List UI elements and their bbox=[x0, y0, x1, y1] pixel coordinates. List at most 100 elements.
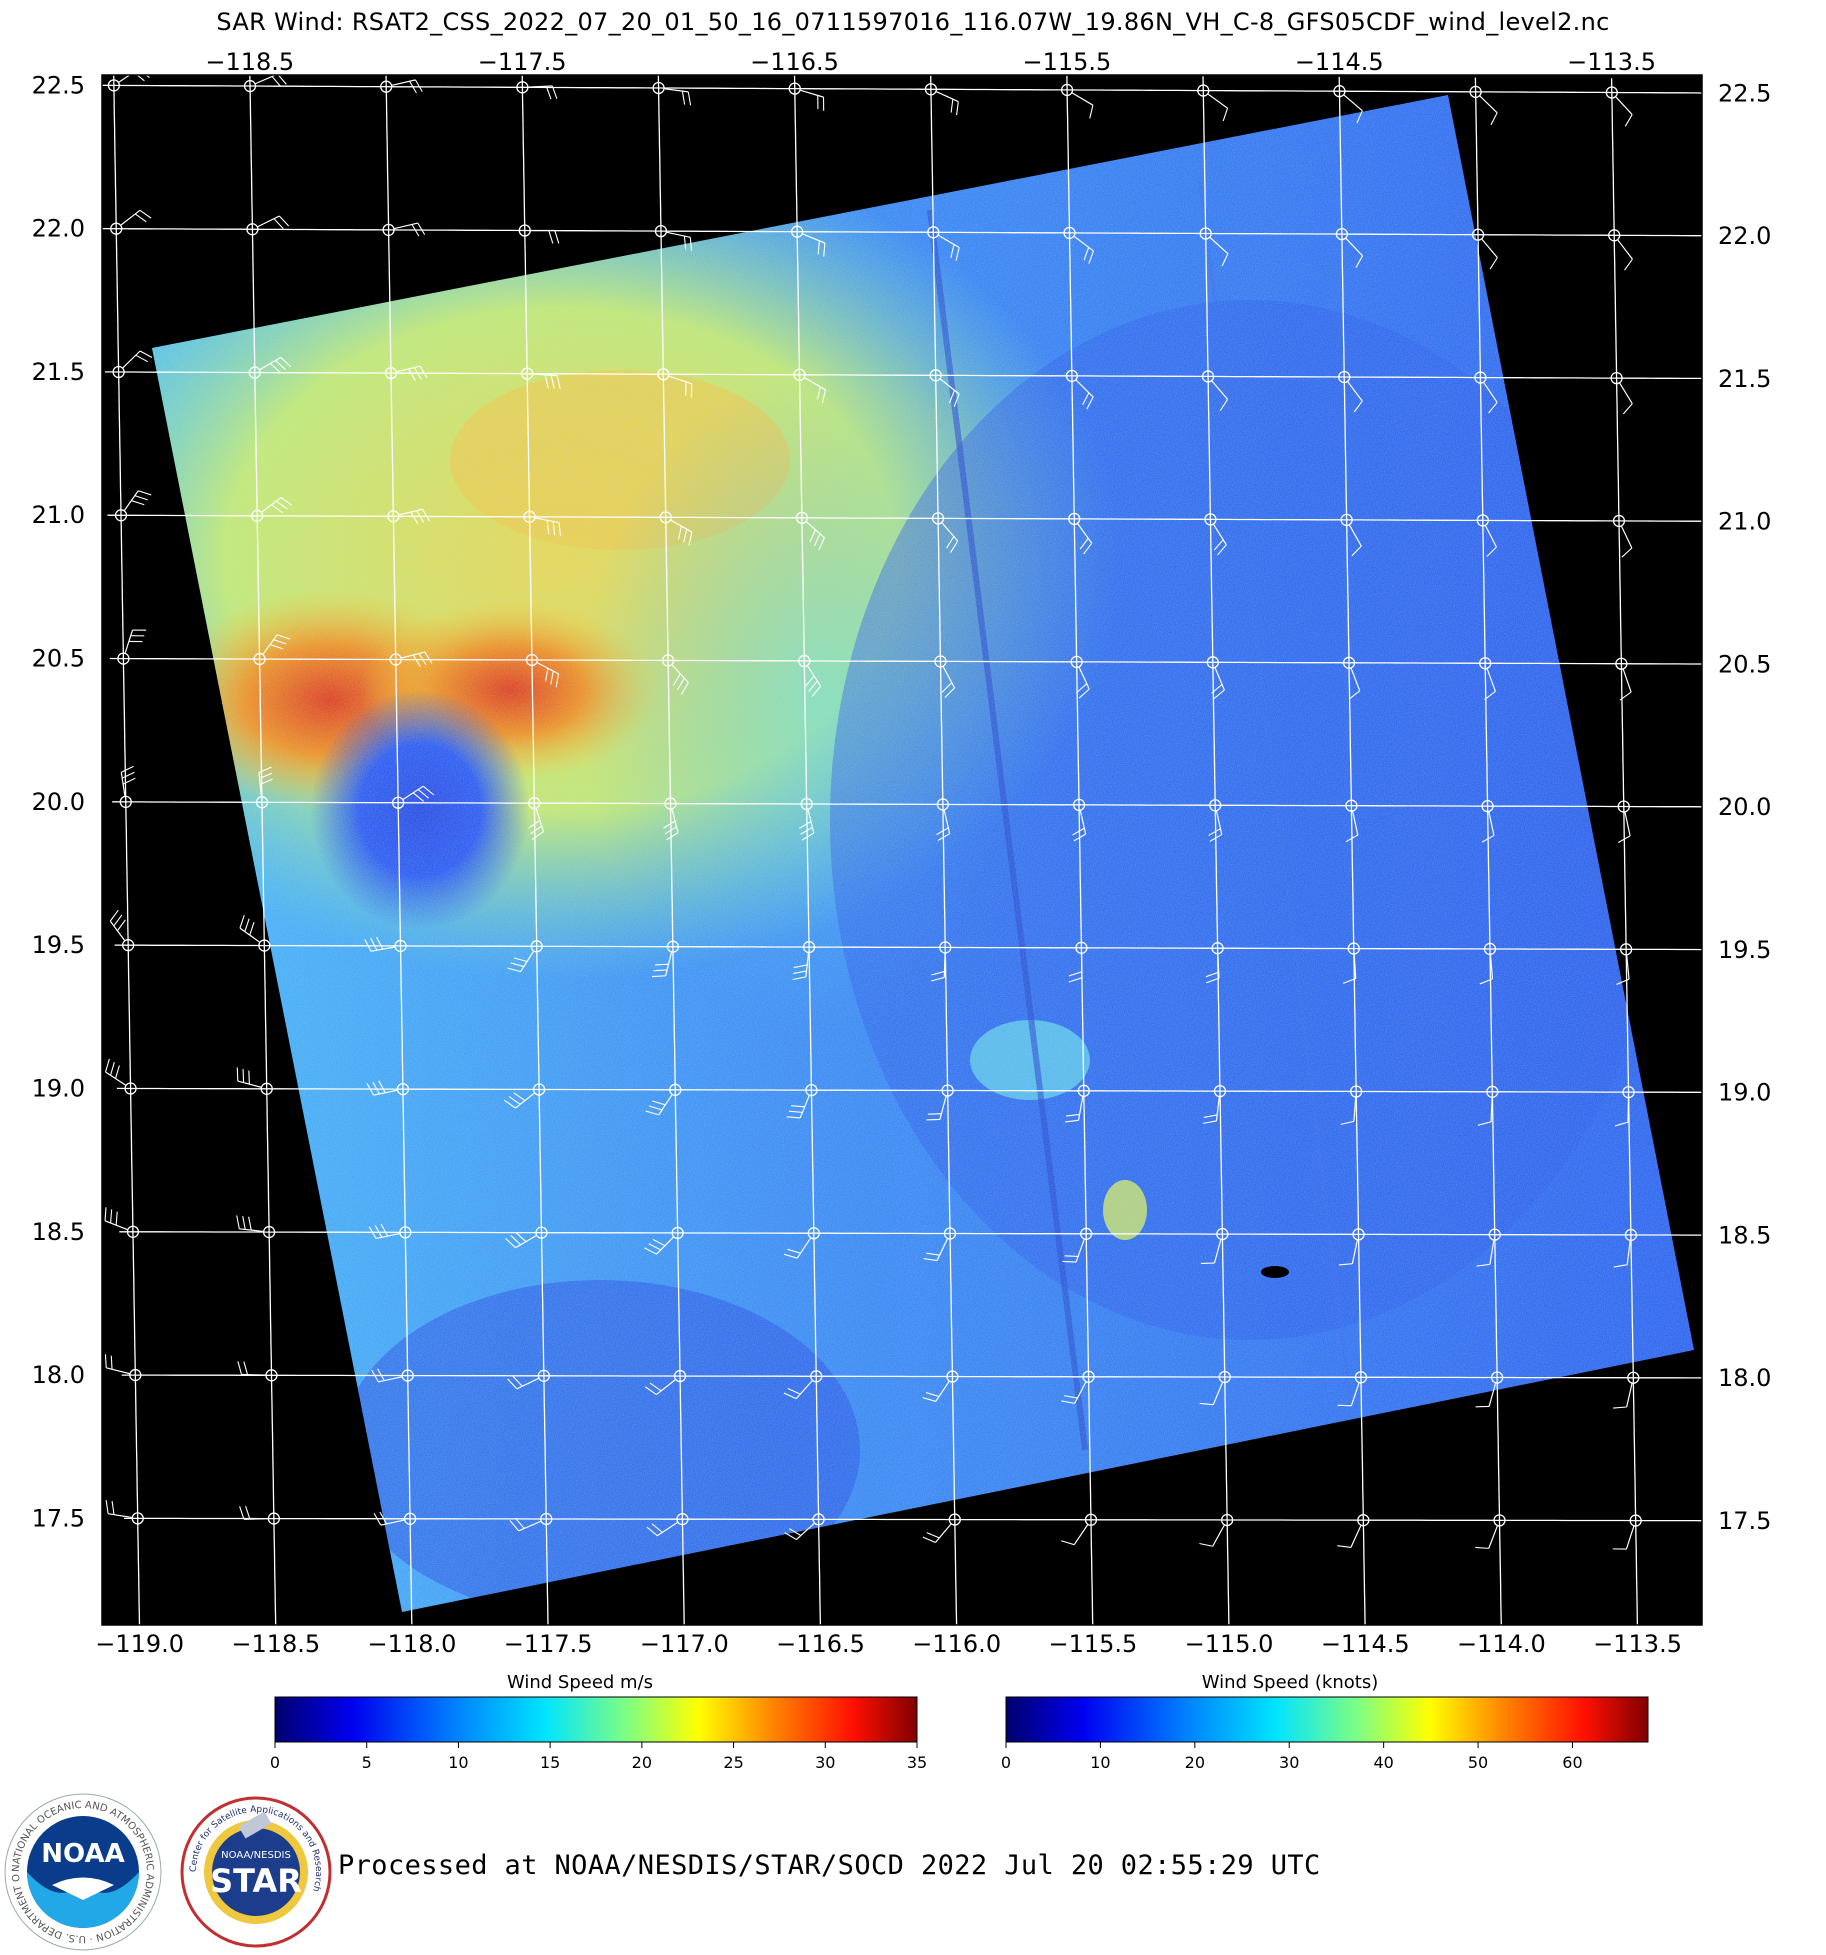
wind-barb bbox=[237, 1361, 278, 1382]
wind-barb bbox=[1612, 514, 1633, 558]
graticule bbox=[101, 71, 1703, 1635]
wind-barb bbox=[652, 940, 680, 978]
colorbar-tick-label: 0 bbox=[1001, 1753, 1011, 1772]
parallel-line bbox=[102, 227, 1703, 237]
wind-barb bbox=[525, 653, 560, 688]
colorbar-tick-label: 5 bbox=[362, 1753, 372, 1772]
colorbar-tick-label: 30 bbox=[1279, 1753, 1299, 1772]
right-lat-label: 19.5 bbox=[1718, 936, 1771, 964]
wind-barb bbox=[1610, 371, 1633, 415]
bottom-lon-label: −113.5 bbox=[1593, 1630, 1682, 1658]
wind-barb bbox=[1072, 798, 1087, 842]
wind-barb bbox=[788, 82, 825, 111]
wind-barb bbox=[117, 629, 147, 665]
colorbar-tick-label: 25 bbox=[723, 1753, 743, 1772]
colorbar-ms-title: Wind Speed m/s bbox=[507, 1672, 653, 1693]
wind-barb bbox=[1479, 942, 1497, 985]
wind-barb bbox=[1199, 1370, 1231, 1406]
wind-barb bbox=[505, 1226, 548, 1249]
left-lat-label: 22.5 bbox=[32, 71, 85, 99]
wind-barb bbox=[1471, 228, 1498, 270]
wind-barb bbox=[1337, 1371, 1368, 1407]
wind-barb bbox=[1335, 227, 1364, 268]
wind-barb bbox=[1617, 800, 1631, 843]
wind-barb bbox=[924, 83, 959, 116]
wind-barb bbox=[1479, 657, 1496, 701]
wind-barb bbox=[644, 1226, 684, 1255]
colorbar-tick-label: 40 bbox=[1373, 1753, 1393, 1772]
left-lat-label: 19.0 bbox=[32, 1074, 85, 1102]
wind-barb bbox=[518, 224, 560, 244]
island bbox=[1261, 1266, 1289, 1278]
parallel-line bbox=[112, 801, 1703, 808]
processing-footer: Processed at NOAA/NESDIS/STAR/SOCD 2022 … bbox=[338, 1850, 1321, 1881]
bottom-lon-label: −117.0 bbox=[640, 1630, 729, 1658]
left-lat-label: 18.5 bbox=[32, 1218, 85, 1246]
meridian-line bbox=[1610, 78, 1639, 1635]
colorbar-tick-label: 30 bbox=[815, 1753, 835, 1772]
star-banner: NOAA/NESDIS bbox=[221, 1850, 291, 1861]
wind-barb bbox=[251, 496, 293, 522]
parallel-line bbox=[119, 1231, 1703, 1236]
wind-barb bbox=[1065, 369, 1094, 410]
wind-barb bbox=[1205, 942, 1224, 984]
wind-barb bbox=[934, 655, 956, 698]
wind-barb bbox=[1475, 1514, 1506, 1549]
wind-barb bbox=[1340, 1085, 1363, 1125]
map-title: SAR Wind: RSAT2_CSS_2022_07_20_01_50_16_… bbox=[216, 8, 1610, 36]
wind-barb bbox=[523, 510, 561, 537]
top-longitude-labels: −118.5 −117.5 −116.5 −115.5 −114.5 −113.5 bbox=[205, 48, 1656, 76]
wind-barb bbox=[1474, 371, 1498, 414]
wind-barb bbox=[1060, 83, 1094, 119]
wind-barb bbox=[1197, 84, 1229, 122]
wind-barb bbox=[246, 215, 290, 236]
wind-barb bbox=[1345, 799, 1359, 843]
wind-barb bbox=[1613, 1228, 1638, 1268]
wind-barb bbox=[786, 1083, 818, 1119]
wind-barb bbox=[1061, 1370, 1095, 1404]
left-lat-label: 17.5 bbox=[32, 1504, 85, 1532]
meridian-line bbox=[793, 74, 822, 1634]
meridian-line bbox=[249, 71, 277, 1634]
wind-barb bbox=[1063, 226, 1094, 264]
wind-barb bbox=[1613, 1371, 1640, 1409]
wind-barb bbox=[654, 224, 693, 251]
right-lat-label: 22.0 bbox=[1718, 222, 1771, 250]
wind-barb bbox=[1342, 656, 1361, 700]
wind-barb bbox=[104, 1058, 137, 1095]
meridian-line bbox=[1066, 75, 1094, 1635]
wind-barb bbox=[1476, 514, 1498, 557]
wind-barb bbox=[663, 797, 679, 841]
wind-barb bbox=[391, 785, 435, 809]
meridian-line bbox=[1474, 77, 1503, 1635]
wind-barb bbox=[923, 1227, 957, 1262]
wind-barb bbox=[1477, 1085, 1499, 1126]
wind-barb bbox=[104, 1354, 142, 1382]
wind-barb bbox=[1068, 512, 1093, 555]
parallel-line bbox=[104, 371, 1703, 380]
bottom-lon-label: −114.5 bbox=[1321, 1630, 1410, 1658]
right-lat-label: 21.5 bbox=[1718, 365, 1771, 393]
wind-barb bbox=[364, 936, 407, 953]
bottom-lon-label: −116.0 bbox=[912, 1630, 1001, 1658]
wind-barb bbox=[784, 1513, 825, 1541]
wind-barb bbox=[114, 490, 152, 522]
colorbar-tick-label: 10 bbox=[448, 1753, 468, 1772]
wind-barb bbox=[255, 766, 273, 809]
wind-barb bbox=[795, 511, 825, 551]
bottom-lon-label: −118.0 bbox=[368, 1630, 457, 1658]
wind-barb bbox=[793, 368, 827, 404]
left-lat-label: 20.0 bbox=[32, 788, 85, 816]
wind-barb bbox=[798, 797, 815, 841]
parallel-line bbox=[101, 84, 1703, 94]
left-lat-label: 19.5 bbox=[32, 931, 85, 959]
wind-barb bbox=[661, 654, 689, 695]
wind-barb bbox=[927, 226, 960, 261]
wind-barb bbox=[1481, 799, 1495, 843]
parallel-line bbox=[116, 1087, 1703, 1093]
right-lat-label: 20.0 bbox=[1718, 793, 1771, 821]
wind-barb bbox=[936, 798, 951, 841]
wind-barb bbox=[109, 909, 135, 952]
left-lat-label: 18.0 bbox=[32, 1361, 85, 1389]
parallel-line bbox=[114, 944, 1703, 951]
